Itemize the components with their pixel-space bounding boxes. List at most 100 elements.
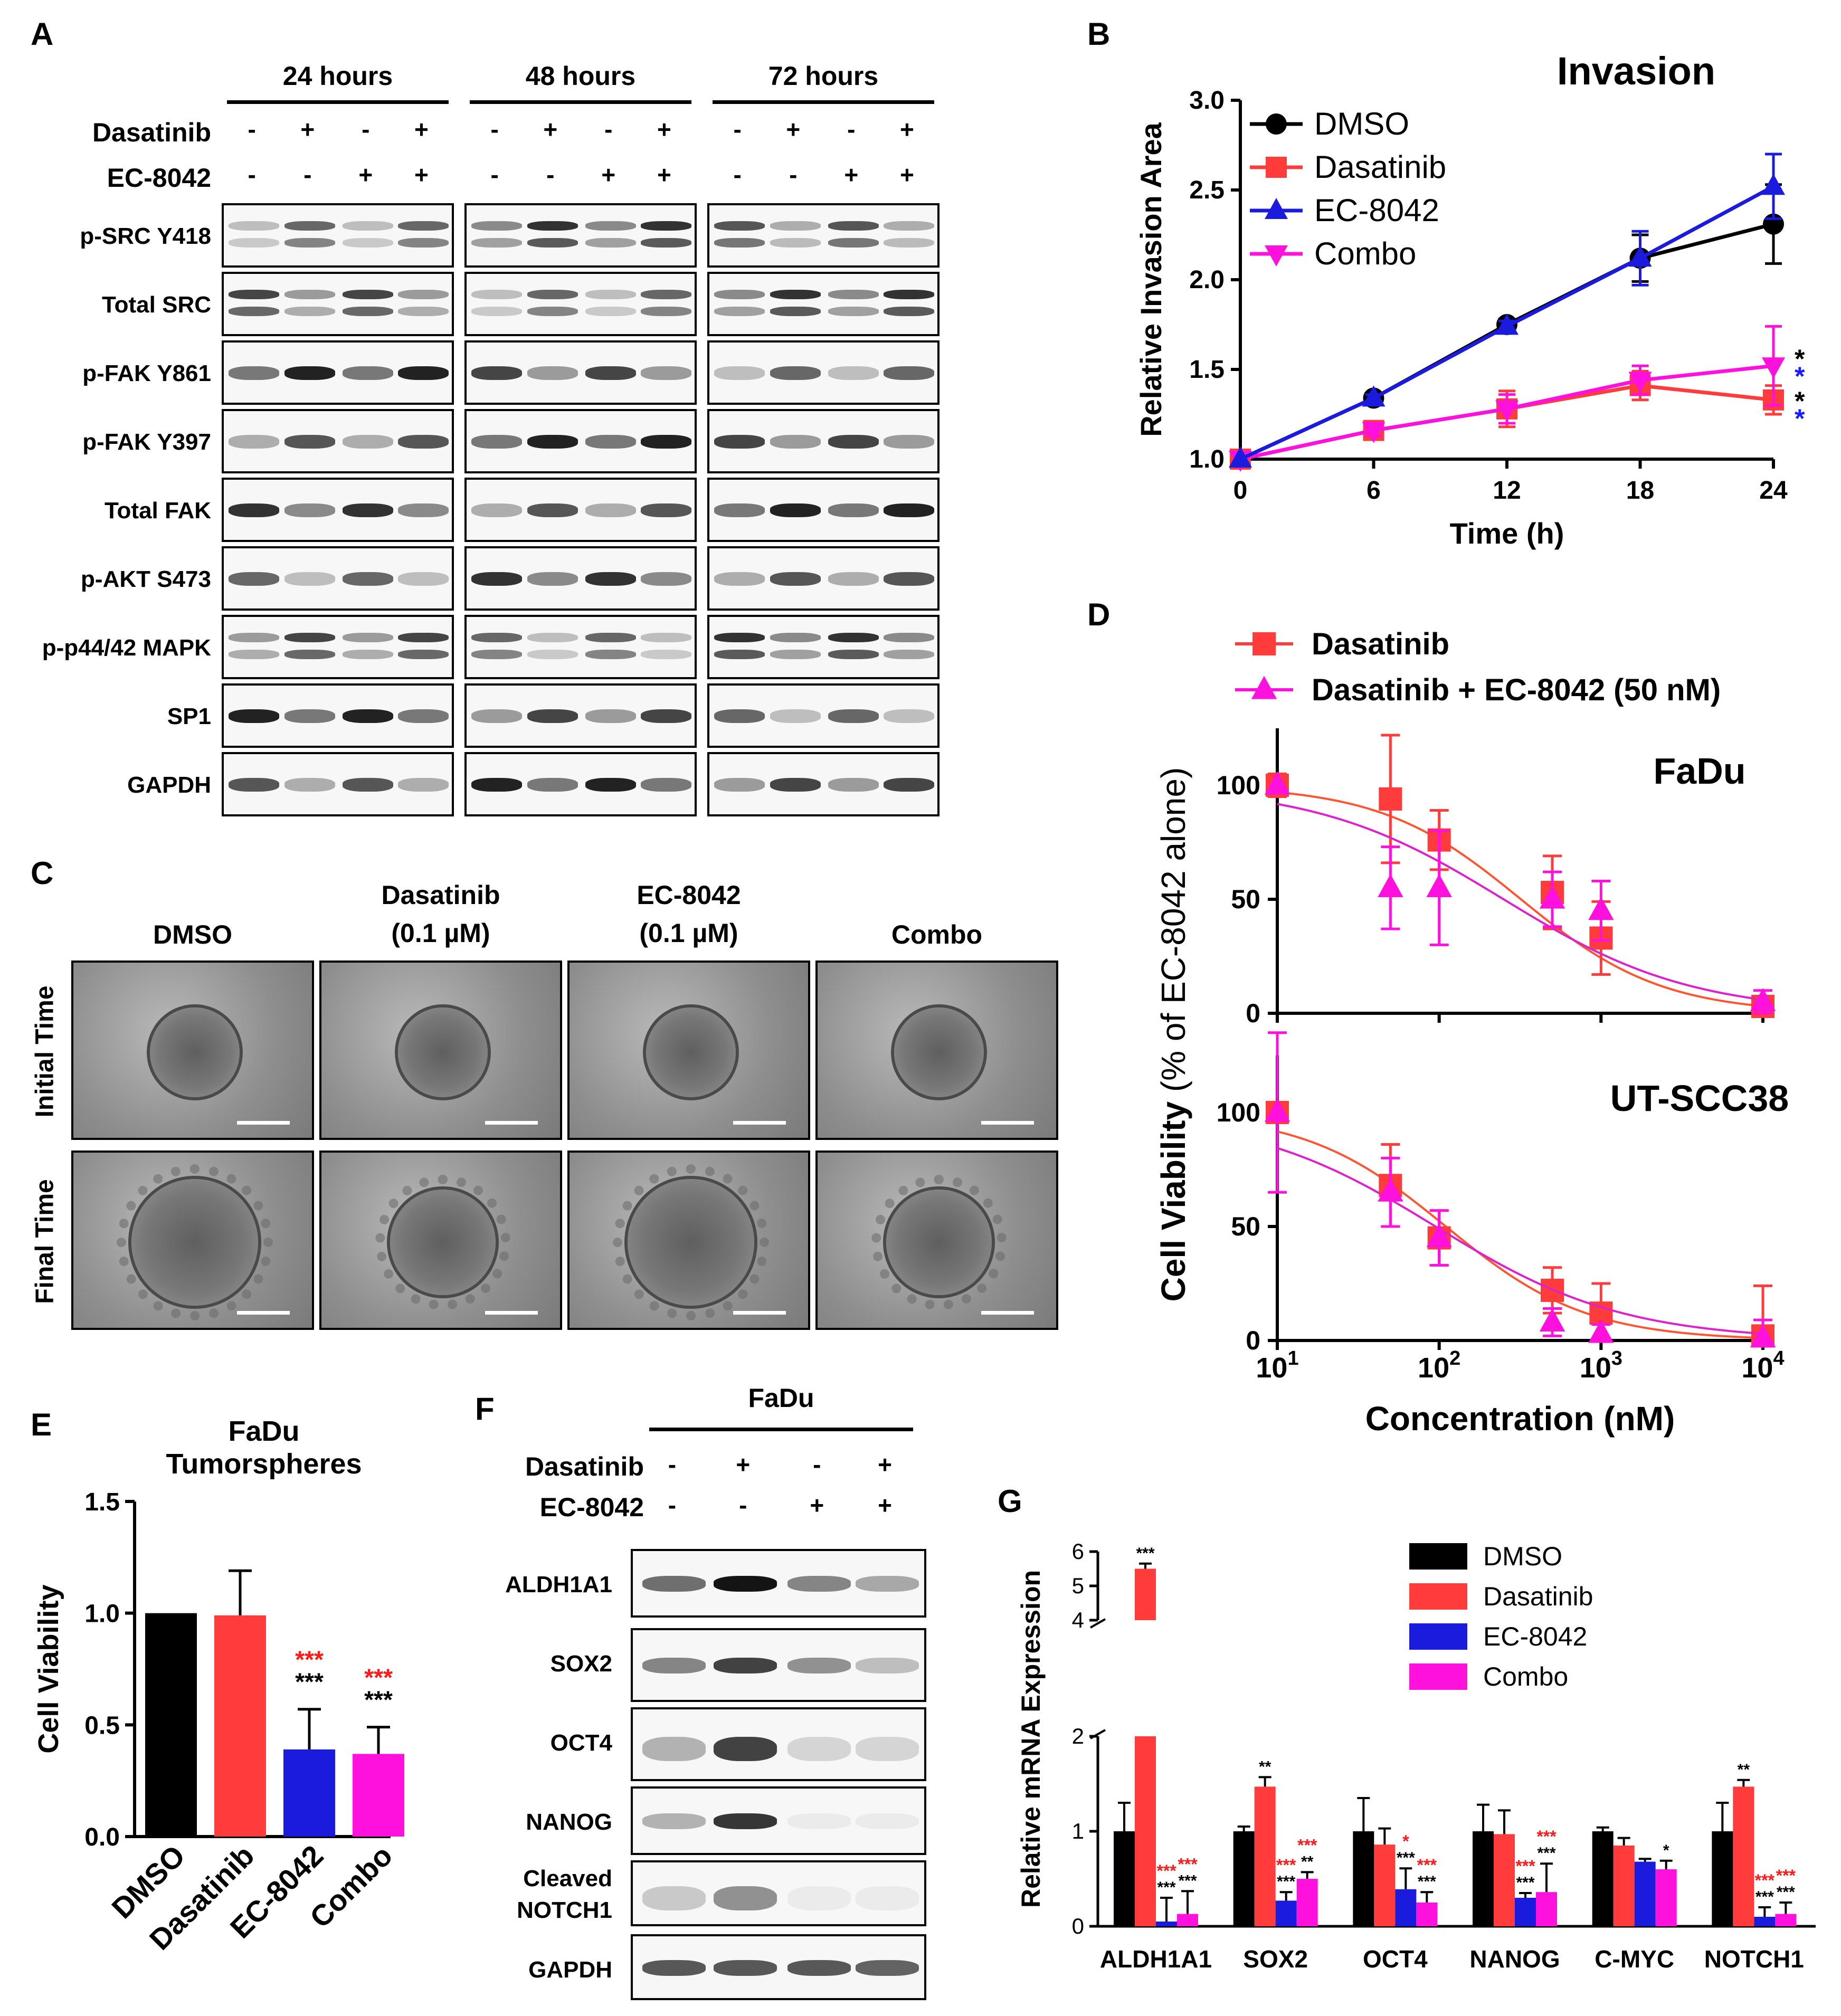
x-tick-label: 102: [1418, 1347, 1460, 1384]
bar: [1592, 1831, 1614, 1926]
protein-label: p-FAK Y397: [82, 429, 211, 455]
blot-box: [631, 1786, 926, 1855]
protein-band: [714, 633, 765, 642]
data-point: [1762, 174, 1785, 195]
x-tick-label: SOX2: [1243, 1945, 1308, 1973]
protein-band: [229, 435, 280, 449]
protein-band: [828, 435, 879, 449]
protein-band: [585, 290, 636, 299]
protein-band: [471, 778, 523, 792]
protein-band: [398, 503, 449, 517]
protein-band: [471, 307, 523, 316]
protein-band: [527, 307, 578, 316]
protein-band: [884, 221, 935, 231]
protein-band: [770, 650, 821, 659]
microscopy-image: [815, 1150, 1058, 1330]
blot-box: [464, 272, 697, 336]
data-point: [1426, 874, 1452, 897]
treatment-sign: +: [543, 116, 558, 143]
bar: [1374, 1844, 1396, 1926]
treatment-sign: -: [490, 161, 499, 188]
protein-band: [284, 633, 335, 642]
protein-band: [884, 503, 935, 517]
scale-bar: [485, 1311, 538, 1315]
protein-band: [284, 435, 335, 449]
treatment-sign: -: [847, 116, 856, 143]
blot-box: [631, 1549, 926, 1618]
bar: [1754, 1917, 1776, 1926]
protein-band: [229, 221, 280, 231]
significance-black: ***: [1418, 1873, 1436, 1890]
x-tick-label: 12: [1493, 477, 1521, 505]
significance-black: ***: [1178, 1872, 1197, 1889]
protein-band: [229, 290, 280, 299]
protein-band: [284, 572, 335, 586]
bar: [1515, 1898, 1536, 1926]
condition-label: EC-8042 (0.1 µM): [637, 880, 741, 948]
protein-band: [342, 290, 393, 299]
blot-box: [631, 1707, 926, 1781]
protein-band: [398, 709, 449, 723]
y-tick-label: 5: [1072, 1573, 1084, 1598]
protein-band: [527, 366, 578, 380]
significance-red: *: [1402, 1832, 1409, 1851]
protein-band: [884, 290, 935, 299]
blot-box: [707, 272, 940, 336]
protein-band: [342, 709, 393, 723]
blot-box: [222, 546, 454, 611]
protein-band: [284, 503, 335, 517]
protein-band: [284, 709, 335, 723]
protein-band: [828, 709, 879, 723]
spheroid: [886, 1190, 992, 1295]
protein-band: [398, 290, 449, 299]
microscopy-image: [319, 1150, 562, 1330]
x-tick-label: 104: [1741, 1347, 1784, 1384]
timepoint-bar: [713, 100, 934, 104]
significance-black: ***: [295, 1668, 324, 1696]
protein-band: [642, 1576, 706, 1592]
microscopy-image: [567, 1150, 810, 1330]
x-tick-label: 24: [1759, 477, 1788, 505]
treatment-sign: +: [657, 161, 671, 188]
protein-band: [342, 221, 393, 231]
protein-band: [471, 435, 523, 449]
scale-bar: [485, 1121, 538, 1125]
protein-band: [527, 435, 578, 449]
protein-band: [527, 778, 578, 792]
protein-band: [527, 709, 578, 723]
blot-box: [222, 615, 454, 679]
data-point: [1229, 446, 1252, 468]
y-tick-label: 6: [1072, 1539, 1084, 1564]
significance-black: **: [1738, 1761, 1750, 1779]
blot-box: [222, 683, 454, 748]
protein-band: [714, 650, 765, 659]
protein-band: [884, 435, 935, 449]
fit-curve: [1277, 791, 1763, 1007]
data-point: [1362, 422, 1386, 443]
protein-band: [229, 307, 280, 316]
bar: [1114, 1831, 1135, 1926]
protein-label: ALDH1A1: [505, 1572, 612, 1597]
significance-red: ***: [1178, 1855, 1198, 1874]
protein-band: [641, 709, 692, 723]
protein-band: [585, 435, 636, 449]
bar: [1296, 1879, 1318, 1926]
bar: [1733, 1786, 1754, 1926]
treatment-sign: -: [739, 1491, 747, 1519]
significance-black: ***: [364, 1686, 393, 1714]
protein-band: [714, 290, 765, 299]
protein-band: [884, 650, 935, 659]
time-label: Initial Time: [31, 985, 59, 1118]
blot-box: [222, 478, 454, 542]
protein-band: [855, 1886, 919, 1910]
treatment-sign: +: [878, 1451, 893, 1478]
spheroid: [628, 1179, 754, 1306]
bar: [1634, 1861, 1656, 1926]
protein-band: [828, 650, 879, 659]
blot-box: [464, 752, 697, 816]
spheroid: [894, 1007, 984, 1097]
protein-label: Total FAK: [104, 498, 211, 524]
x-tick-label: C-MYC: [1595, 1945, 1674, 1973]
protein-band: [714, 572, 765, 586]
